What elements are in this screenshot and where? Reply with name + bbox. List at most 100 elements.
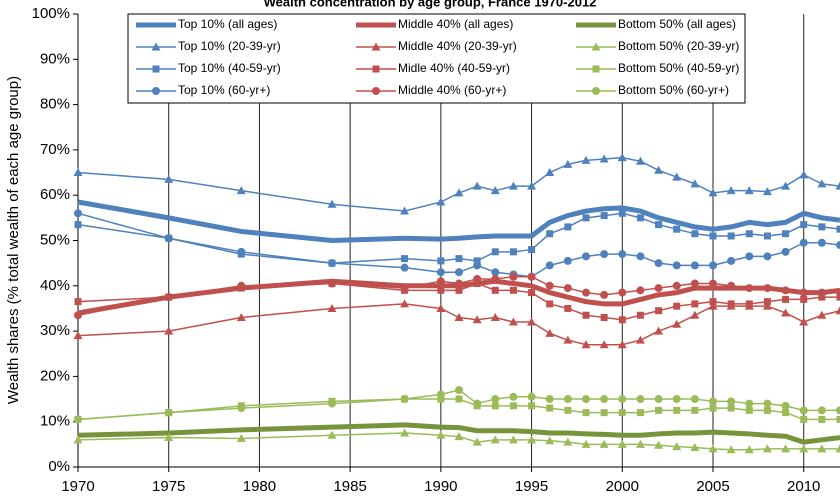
data-point xyxy=(564,304,572,312)
data-point xyxy=(836,288,840,297)
data-point xyxy=(436,197,446,206)
data-point xyxy=(636,311,644,319)
data-point xyxy=(600,212,608,220)
series-line xyxy=(77,156,840,212)
data-point xyxy=(473,399,482,408)
legend-label: Top 10% (40-59-yr) xyxy=(178,61,281,75)
y-tick-label: 70% xyxy=(40,141,70,158)
data-point xyxy=(237,247,246,256)
legend-label: Top 10% (20-39-yr) xyxy=(178,39,281,53)
x-tick-label: 1990 xyxy=(424,478,457,495)
x-tick-label: 1980 xyxy=(243,478,276,495)
data-point xyxy=(236,186,246,195)
data-point xyxy=(709,404,717,412)
data-point xyxy=(672,319,682,328)
legend-marker xyxy=(592,65,600,73)
series-line xyxy=(77,212,840,264)
data-point xyxy=(599,439,609,448)
data-point xyxy=(327,199,337,208)
data-point xyxy=(727,256,736,265)
data-point xyxy=(745,284,754,293)
data-point xyxy=(164,234,173,243)
data-point xyxy=(799,406,808,415)
legend-label: Midle 40% (40-59-yr) xyxy=(398,61,510,75)
data-point xyxy=(545,261,554,270)
y-tick-label: 20% xyxy=(40,367,70,384)
y-tick-label: 0% xyxy=(48,458,70,475)
series-line xyxy=(77,398,840,421)
data-point xyxy=(709,397,717,406)
data-point xyxy=(818,293,826,301)
data-point xyxy=(727,300,735,308)
data-point xyxy=(581,439,591,448)
data-point xyxy=(618,409,626,417)
data-point xyxy=(782,230,790,238)
data-point xyxy=(762,187,772,196)
data-point xyxy=(727,281,736,290)
data-point xyxy=(400,395,409,404)
data-point xyxy=(528,289,536,297)
data-point xyxy=(528,402,536,410)
series-line xyxy=(77,212,840,278)
x-tick-label: 2010 xyxy=(787,478,820,495)
data-point xyxy=(672,395,681,404)
data-point xyxy=(691,406,699,414)
y-tick-label: 10% xyxy=(40,413,70,430)
data-point xyxy=(582,288,590,297)
data-point xyxy=(582,395,590,404)
data-point xyxy=(546,230,554,238)
data-point xyxy=(509,272,518,281)
data-point xyxy=(799,288,808,297)
data-point xyxy=(581,340,591,349)
data-point xyxy=(509,248,517,256)
data-point xyxy=(654,259,663,268)
data-point xyxy=(581,155,591,164)
data-point xyxy=(636,252,645,261)
legend-label: Top 10% (60-yr+) xyxy=(178,83,270,97)
data-point xyxy=(690,395,699,404)
legend-marker xyxy=(152,87,160,95)
legend-marker xyxy=(372,87,380,95)
data-point xyxy=(454,432,464,441)
data-point xyxy=(400,299,410,308)
data-point xyxy=(635,335,645,344)
data-point xyxy=(799,317,809,326)
data-point xyxy=(73,168,83,177)
data-point xyxy=(527,317,537,326)
data-point xyxy=(709,279,717,288)
data-point xyxy=(799,238,808,247)
data-point xyxy=(745,406,753,414)
data-point xyxy=(817,406,826,415)
data-point xyxy=(563,395,572,404)
data-point xyxy=(164,433,174,442)
data-point xyxy=(455,279,463,288)
data-point xyxy=(836,241,840,250)
data-point xyxy=(762,301,772,310)
data-point xyxy=(617,153,627,162)
data-point xyxy=(744,186,754,195)
data-point xyxy=(817,310,827,319)
data-point xyxy=(400,263,409,272)
data-point xyxy=(582,252,590,261)
data-point xyxy=(74,415,82,424)
data-point xyxy=(164,174,174,183)
data-point xyxy=(617,340,627,349)
data-point xyxy=(673,225,681,233)
data-point xyxy=(436,303,446,312)
data-point xyxy=(400,428,410,437)
data-point xyxy=(400,284,409,293)
data-point xyxy=(527,181,537,190)
data-point xyxy=(672,281,681,290)
data-point xyxy=(491,248,499,256)
legend-label: Bottom 50% (60-yr+) xyxy=(618,83,729,97)
series-line xyxy=(77,275,840,316)
x-tick-label: 2000 xyxy=(606,478,639,495)
data-point xyxy=(490,313,500,322)
data-point xyxy=(327,303,337,312)
legend-label: Bottom 50% (40-59-yr) xyxy=(618,61,739,75)
data-point xyxy=(708,301,718,310)
data-point xyxy=(491,275,500,284)
data-point xyxy=(690,310,700,319)
data-point xyxy=(454,188,464,197)
series-line xyxy=(77,389,840,421)
